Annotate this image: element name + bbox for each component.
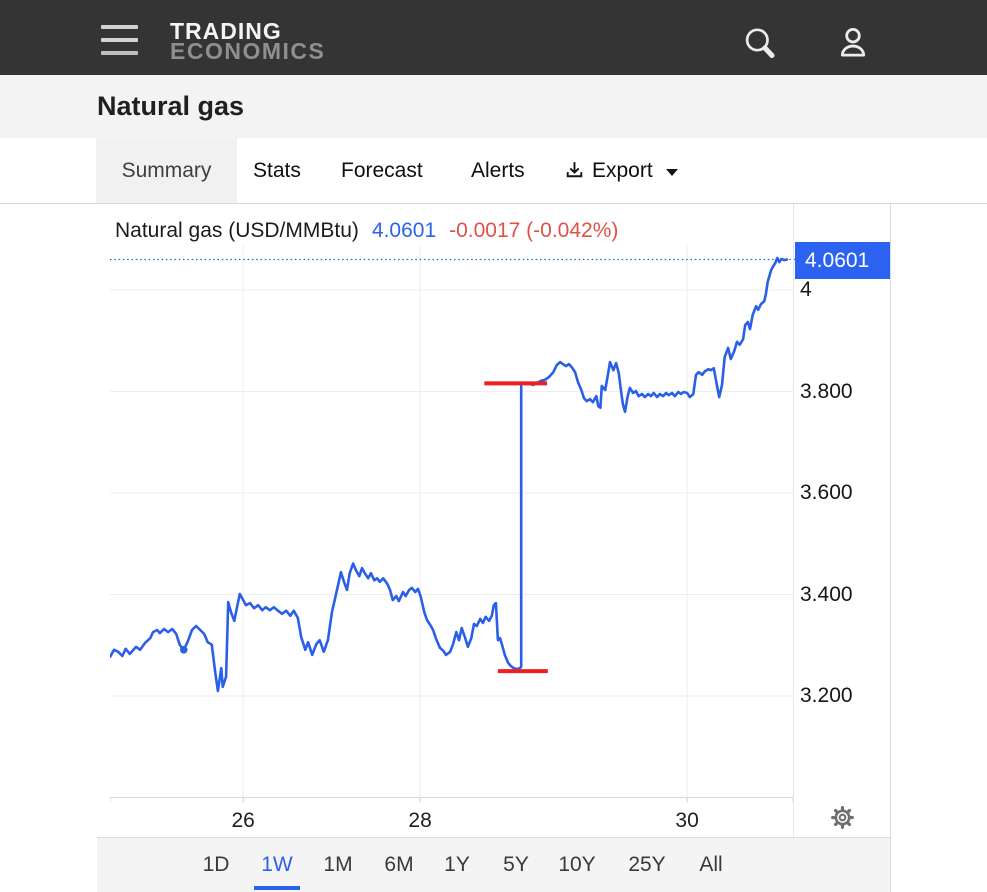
timeframe-1y[interactable]: 1Y	[444, 853, 470, 876]
tab-stats[interactable]: Stats	[253, 159, 301, 182]
y-axis-label: 3.800	[800, 379, 853, 403]
timeframe-1m[interactable]: 1M	[323, 853, 353, 876]
panel-right-border	[890, 204, 891, 892]
chart-header: Natural gas (USD/MMBtu) 4.0601 -0.0017 (…	[115, 219, 618, 243]
search-icon[interactable]	[742, 24, 778, 62]
y-axis-label: 3.200	[800, 684, 853, 707]
chart-settings-gear-icon[interactable]	[830, 805, 855, 830]
timeframe-bar: 1D 1W 1M 6M 1Y 5Y 10Y 25Y All	[97, 838, 890, 892]
export-button[interactable]: Export	[563, 138, 678, 203]
x-axis-label: 26	[231, 809, 255, 832]
active-timeframe-underline	[254, 886, 300, 890]
timeframe-10y[interactable]: 10Y	[558, 853, 596, 876]
page-title-band: Natural gas	[0, 75, 987, 138]
trading-economics-logo[interactable]: TRADING ECONOMICS	[170, 18, 326, 64]
price-change: -0.0017 (-0.042%)	[449, 219, 619, 242]
timeframe-25y[interactable]: 25Y	[628, 853, 666, 876]
x-axis-label: 28	[408, 809, 432, 832]
export-label: Export	[592, 159, 653, 182]
y-axis-label: 3.600	[800, 481, 853, 504]
download-icon	[563, 159, 586, 182]
timeframe-all[interactable]: All	[699, 853, 723, 876]
tabs-row: Summary Stats Forecast Alerts Export	[0, 138, 987, 204]
timeframe-5y[interactable]: 5Y	[503, 853, 529, 876]
x-axis-label: 30	[675, 809, 699, 832]
tab-summary[interactable]: Summary	[96, 138, 237, 203]
panel-bottom-border	[97, 837, 890, 838]
page-title: Natural gas	[97, 91, 245, 121]
current-price-tag: 4.0601	[795, 242, 890, 279]
logo-line-1: TRADING	[170, 18, 282, 44]
tab-forecast[interactable]: Forecast	[341, 159, 423, 182]
price-chart[interactable]	[110, 204, 795, 838]
instrument-name: Natural gas (USD/MMBtu)	[115, 219, 359, 242]
hamburger-menu-icon[interactable]	[101, 25, 139, 57]
y-axis-label: 3.400	[800, 582, 853, 606]
dropdown-caret-icon	[665, 168, 678, 176]
logo-line-2: ECONOMICS	[170, 38, 326, 64]
plot-right-border	[793, 204, 794, 838]
timeframe-1d[interactable]: 1D	[202, 853, 230, 876]
tab-alerts[interactable]: Alerts	[471, 159, 525, 182]
account-icon[interactable]	[835, 24, 871, 62]
timeframe-1w[interactable]: 1W	[261, 853, 293, 876]
last-price: 4.0601	[371, 219, 437, 242]
top-navigation-bar: TRADING ECONOMICS	[0, 0, 987, 75]
timeframe-6m[interactable]: 6M	[384, 853, 414, 876]
y-axis-label: 4	[800, 278, 812, 301]
